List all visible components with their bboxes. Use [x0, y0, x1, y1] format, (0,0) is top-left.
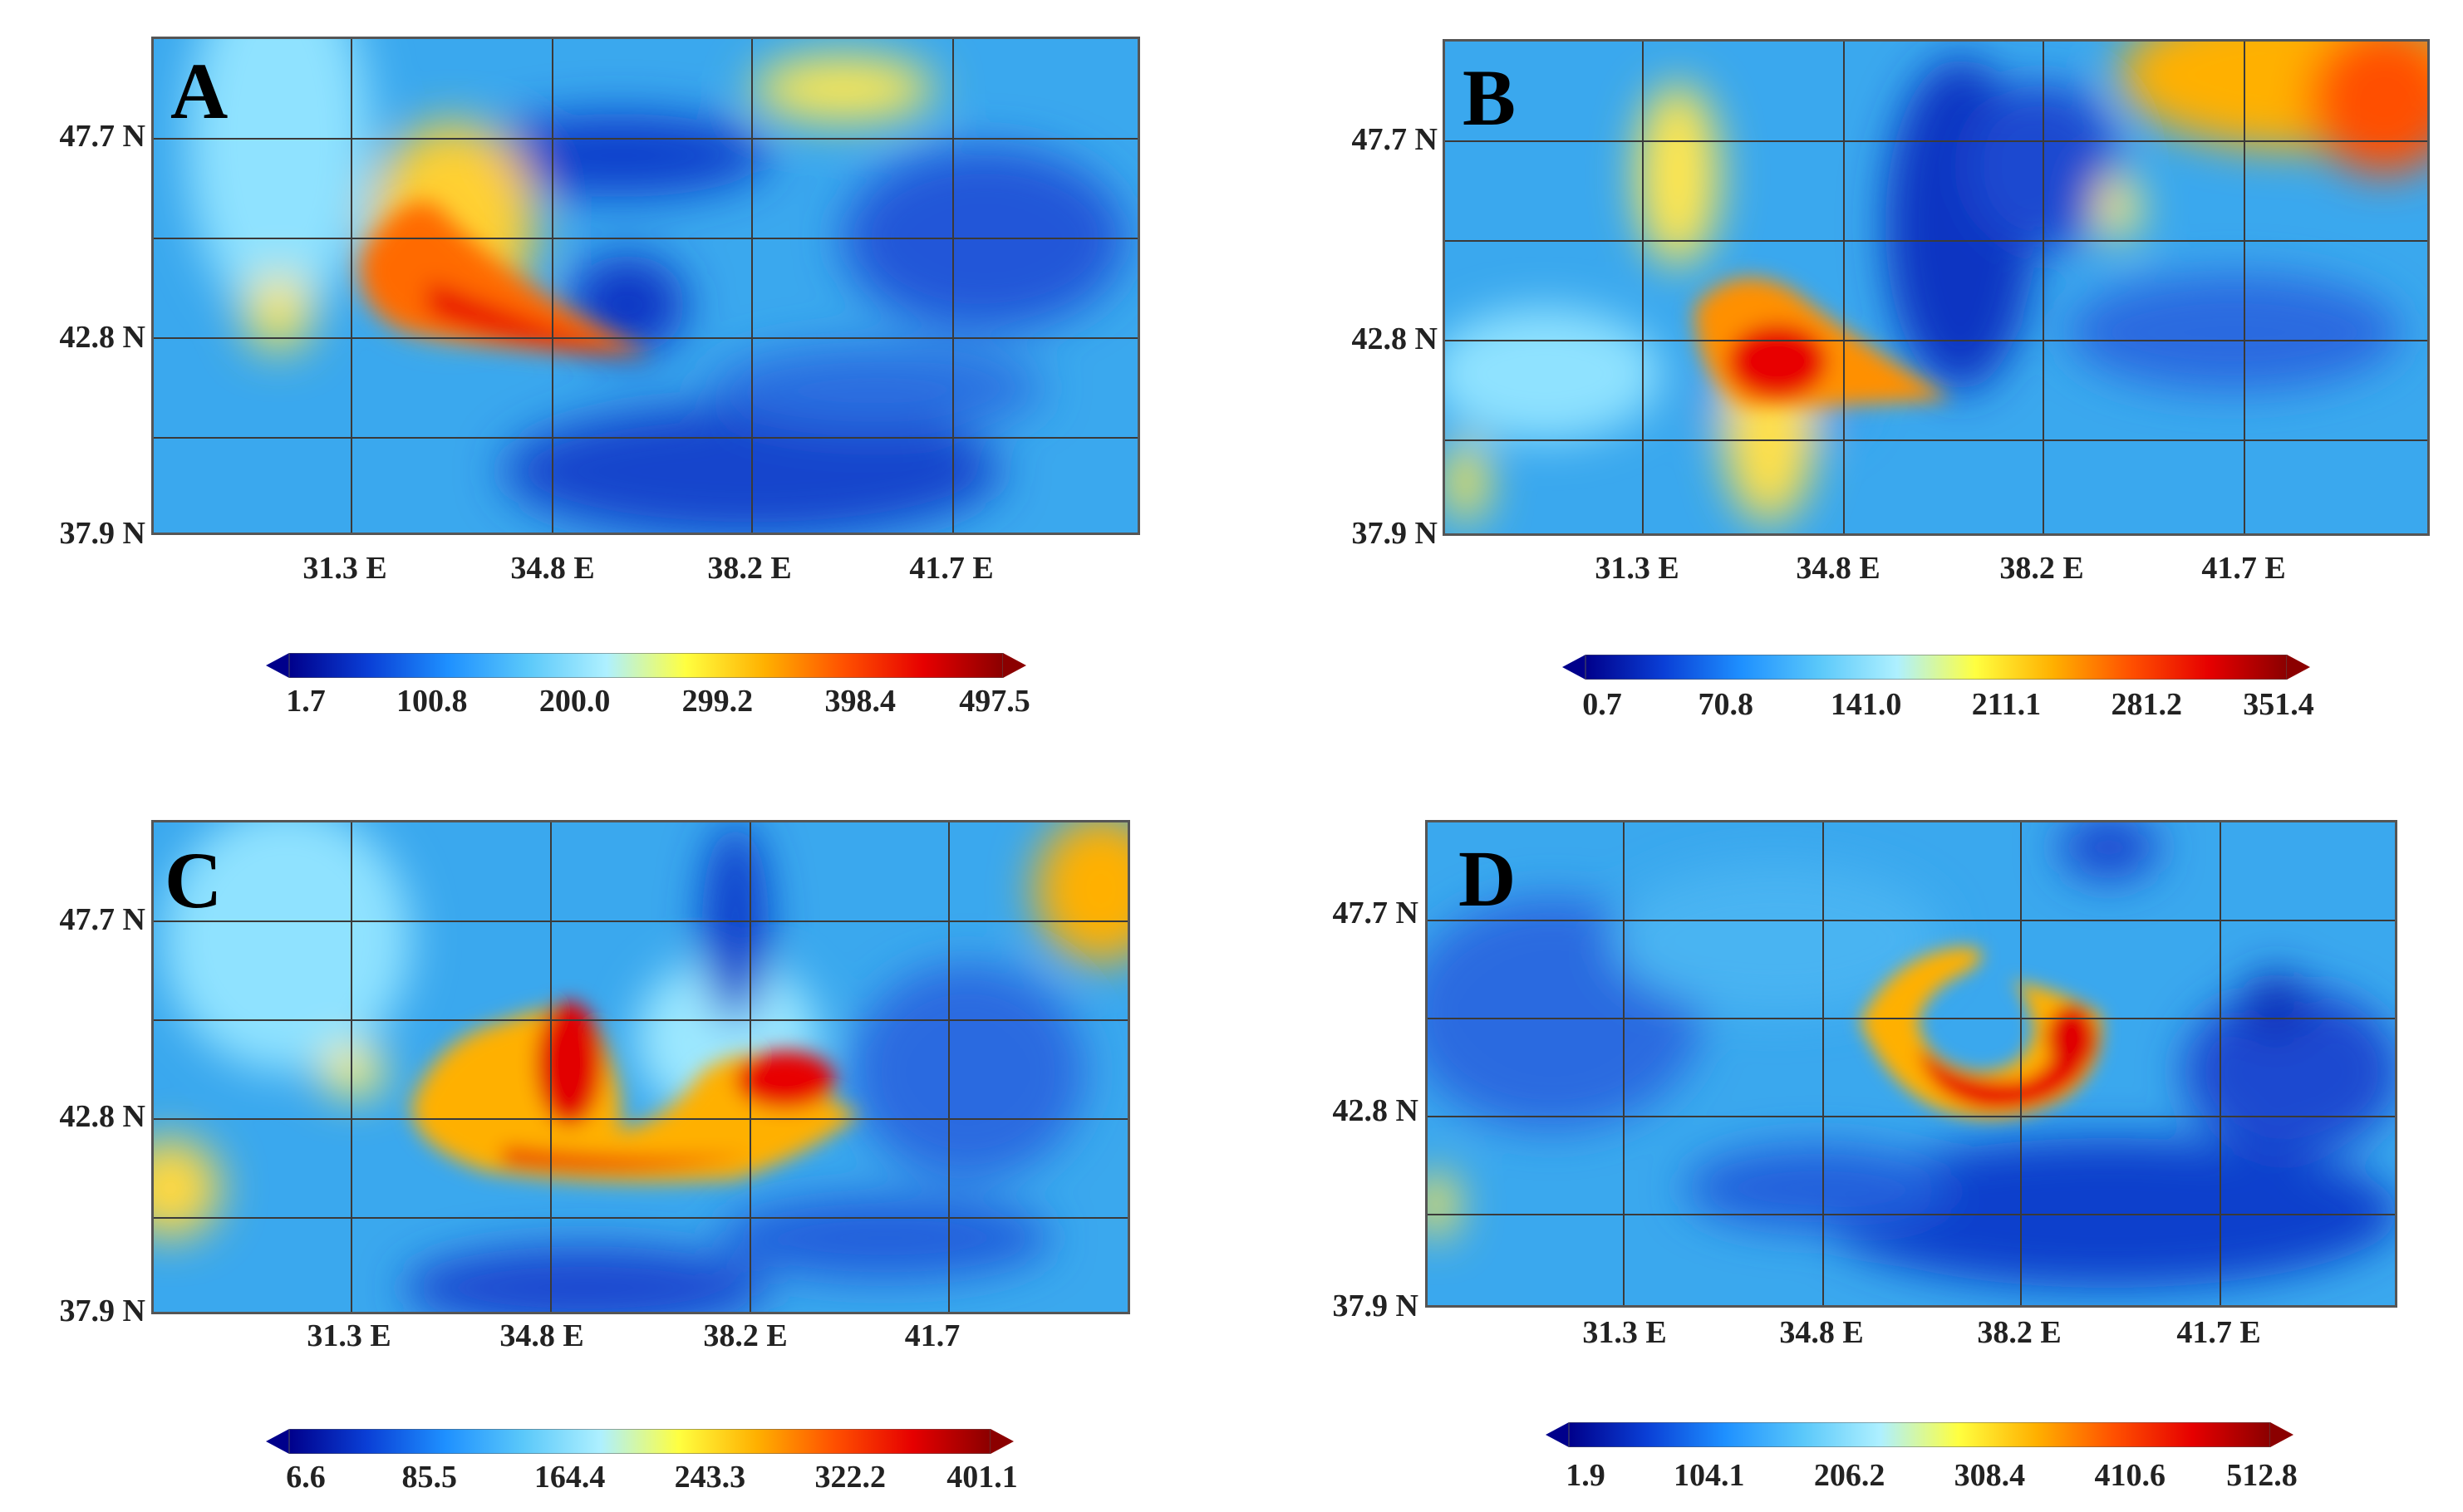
- colorbar-ticks-a: 1.7 100.8 200.0 299.2 398.4 497.5: [266, 683, 1030, 719]
- panel-a-letter: A: [170, 47, 229, 135]
- colorbar-tick-label: 70.8: [1698, 687, 1754, 722]
- lat-label: 42.8 N: [1332, 1093, 1418, 1128]
- map-d: [1425, 820, 2397, 1308]
- lon-label: 38.2 E: [707, 551, 792, 586]
- colorbar-tick-label: 398.4: [824, 684, 896, 719]
- lon-label: 34.8 E: [499, 1318, 584, 1353]
- colorbar-tick-label: 1.9: [1566, 1458, 1605, 1493]
- colorbar-gradient: [288, 1429, 991, 1454]
- colorbar-tick-label: 211.1: [1971, 687, 2042, 722]
- colorbar-max-arrow: [2270, 1422, 2293, 1447]
- colorbar-gradient: [1585, 655, 2288, 680]
- colorbar-min-arrow: [1546, 1422, 1569, 1447]
- lat-label: 37.9 N: [59, 516, 145, 551]
- lat-label: 47.7 N: [1332, 896, 1418, 930]
- lon-label: 38.2 E: [1977, 1315, 2062, 1350]
- lon-label: 31.3 E: [1595, 551, 1679, 586]
- field-b: [1445, 42, 2427, 533]
- colorbar-tick-label: 100.8: [396, 684, 468, 719]
- colorbar-tick-label: 141.0: [1830, 687, 1902, 722]
- colorbar-min-arrow: [266, 653, 289, 678]
- colorbar-tick-label: 299.2: [681, 684, 754, 719]
- colorbar-c: [266, 1429, 1014, 1454]
- colorbar-tick-label: 164.4: [533, 1460, 606, 1495]
- lat-label: 42.8 N: [59, 320, 145, 355]
- colorbar-tick-label: 401.1: [946, 1460, 1018, 1495]
- colorbar-tick-label: 200.0: [538, 684, 611, 719]
- colorbar-tick-label: 512.8: [2226, 1458, 2298, 1493]
- map-c: [151, 820, 1130, 1314]
- colorbar-a: [266, 653, 1026, 678]
- lon-label: 34.8 E: [1779, 1315, 1864, 1350]
- map-b: [1443, 39, 2430, 536]
- colorbar-tick-label: 351.4: [2243, 687, 2314, 722]
- lon-label: 41.7 E: [909, 551, 994, 586]
- colorbar-tick-label: 6.6: [286, 1460, 326, 1495]
- field-c: [154, 822, 1128, 1312]
- lon-label: 34.8 E: [510, 551, 595, 586]
- colorbar-max-arrow: [1003, 653, 1026, 678]
- colorbar-tick-label: 410.6: [2094, 1458, 2166, 1493]
- lat-label: 47.7 N: [59, 119, 145, 154]
- colorbar-min-arrow: [1562, 655, 1585, 680]
- panel-d-letter: D: [1458, 834, 1517, 923]
- colorbar-tick-label: 243.3: [674, 1460, 746, 1495]
- lat-label: 42.8 N: [1351, 322, 1438, 356]
- panel-c-letter: C: [165, 836, 223, 925]
- colorbar-tick-label: 281.2: [2111, 687, 2182, 722]
- colorbar-ticks-c: 6.6 85.5 164.4 243.3 322.2 401.1: [266, 1459, 1018, 1495]
- colorbar-gradient: [288, 653, 1004, 678]
- colorbar-tick-label: 85.5: [401, 1460, 458, 1495]
- field-d: [1428, 822, 2395, 1305]
- colorbar-tick-label: 0.7: [1582, 687, 1622, 722]
- lat-label: 37.9 N: [1332, 1289, 1418, 1323]
- colorbar-min-arrow: [266, 1429, 289, 1454]
- colorbar-gradient: [1568, 1422, 2271, 1447]
- colorbar-max-arrow: [2287, 655, 2310, 680]
- colorbar-tick-label: 206.2: [1813, 1458, 1885, 1493]
- lon-label: 41.7 E: [2176, 1315, 2261, 1350]
- lon-label: 41.7 E: [2201, 551, 2286, 586]
- colorbar-max-arrow: [991, 1429, 1014, 1454]
- lat-label: 47.7 N: [59, 902, 145, 937]
- lon-label: 38.2 E: [703, 1318, 788, 1353]
- map-a: [151, 37, 1140, 535]
- colorbar-ticks-b: 0.7 70.8 141.0 211.1 281.2 351.4: [1562, 686, 2314, 723]
- colorbar-b: [1562, 655, 2310, 680]
- lat-label: 42.8 N: [59, 1099, 145, 1134]
- colorbar-tick-label: 104.1: [1674, 1458, 1745, 1493]
- colorbar-tick-label: 308.4: [1954, 1458, 2026, 1493]
- lat-label: 47.7 N: [1351, 122, 1438, 157]
- lat-label: 37.9 N: [1351, 516, 1438, 551]
- colorbar-tick-label: 322.2: [814, 1460, 886, 1495]
- colorbar-d: [1546, 1422, 2293, 1447]
- lon-label: 38.2 E: [1999, 551, 2084, 586]
- field-a: [154, 39, 1138, 533]
- colorbar-tick-label: 497.5: [959, 684, 1030, 719]
- lon-label: 34.8 E: [1796, 551, 1880, 586]
- colorbar-ticks-d: 1.9 104.1 206.2 308.4 410.6 512.8: [1546, 1457, 2298, 1494]
- panel-b-letter: B: [1463, 53, 1517, 142]
- colorbar-tick-label: 1.7: [286, 684, 326, 719]
- lat-label: 37.9 N: [59, 1294, 145, 1328]
- lon-label: 31.3 E: [307, 1318, 391, 1353]
- lon-label: 31.3 E: [1582, 1315, 1667, 1350]
- lon-label: 31.3 E: [302, 551, 387, 586]
- lon-label: 41.7: [904, 1318, 961, 1353]
